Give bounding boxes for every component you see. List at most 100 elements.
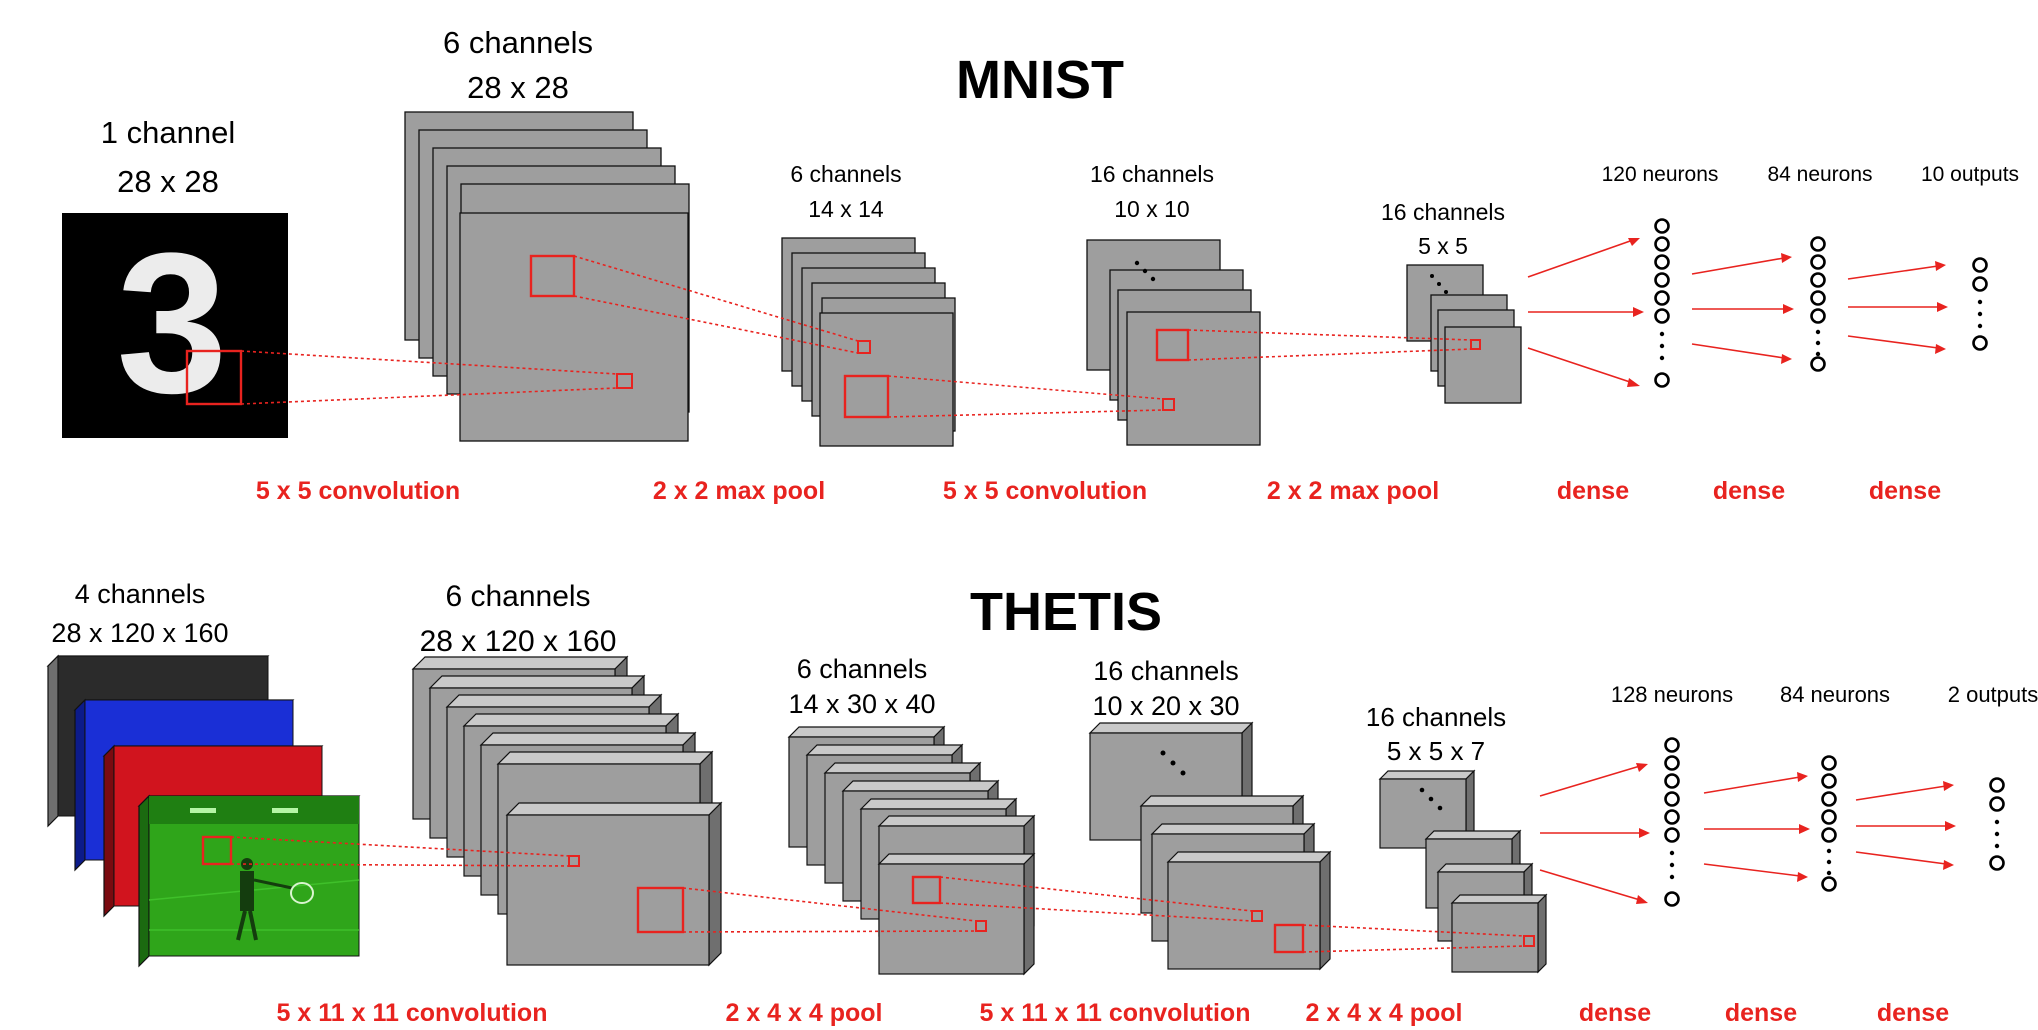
thetis-dense2-label: 84 neurons [1780,682,1890,707]
mnist-pool1-target-cell [857,340,871,354]
thetis-dense1-neurons [1664,737,1680,907]
mnist-conv1-target-cell [616,373,633,389]
mnist-conv1-receptive-field [529,254,576,298]
thetis-op-conv1: 5 x 11 x 11 convolution [277,999,548,1027]
thetis-conv1-target-cell [568,855,580,867]
thetis-conv1-stack [411,655,723,967]
thetis-pool1-map-2 [805,744,964,756]
mnist-pool2-stack [1406,264,1522,404]
thetis-conv1-receptive-field [636,886,685,934]
thetis-input-receptive-field [201,835,233,866]
thetis-conv2-label-2: 10 x 20 x 30 [1092,691,1239,721]
thetis-pool2-map-4 [1537,893,1547,974]
thetis-conv1-map-7 [708,801,722,967]
mnist-title: MNIST [956,50,1124,110]
thetis-pool1-receptive-field [911,875,942,905]
thetis-input-channels [46,654,361,968]
mnist-op-dense3: dense [1869,477,1941,505]
thetis-input-label-1: 4 channels [75,579,206,609]
thetis-pool2-label-1: 16 channels [1366,702,1506,732]
thetis-input-label-2: 28 x 120 x 160 [51,618,228,648]
mnist-conv1-stack [404,111,690,442]
thetis-pool1-map-1 [787,726,946,738]
thetis-conv1-map-2 [428,675,646,689]
thetis-pool1-label-2: 14 x 30 x 40 [788,689,935,719]
mnist-dense2-label: 84 neurons [1767,163,1872,186]
thetis-conv2-map-1 [1088,722,1254,734]
thetis-conv2-target-cell [1251,910,1263,922]
mnist-input-label-2: 28 x 28 [117,164,219,199]
thetis-pool1-map-4 [841,780,1000,792]
thetis-op-pool2: 2 x 4 x 4 pool [1305,999,1462,1027]
mnist-conv2-stack [1086,239,1261,446]
mnist-dense2-neurons [1810,236,1826,372]
thetis-conv1-map-7 [505,802,723,816]
thetis-pool1-map-7 [877,853,1036,865]
mnist-outputs-label: 10 outputs [1921,163,2019,186]
mnist-op-dense2: dense [1713,477,1785,505]
mnist-op-conv1: 5 x 5 convolution [256,477,460,505]
thetis-title: THETIS [970,582,1162,642]
mnist-pool1-label-2: 14 x 14 [808,196,884,222]
thetis-pool2-map-3 [1436,863,1534,873]
thetis-conv1-map-4 [462,713,680,727]
mnist-conv2-receptive-field [1155,328,1190,362]
thetis-dense2-neurons [1821,755,1837,892]
mnist-conv2-label-1: 16 channels [1090,161,1214,187]
thetis-pool2-target-cell [1523,935,1535,947]
thetis-conv2-label-1: 16 channels [1093,656,1239,686]
thetis-outputs-label: 2 outputs [1948,682,2038,707]
thetis-pool1-map-3 [823,762,982,774]
mnist-dense-arrows [1527,238,1948,387]
thetis-conv2-map-3 [1150,823,1316,835]
thetis-pool2-stack [1378,769,1548,974]
thetis-conv2-stack [1088,721,1332,971]
thetis-pool1-target-cell [975,920,987,932]
thetis-dense-arrows [1539,763,1956,904]
thetis-pool1-map-5 [859,798,1018,810]
thetis-op-pool1: 2 x 4 x 4 pool [725,999,882,1027]
mnist-op-pool2: 2 x 2 max pool [1267,477,1439,505]
mnist-dense1-label: 120 neurons [1602,163,1719,186]
mnist-conv1-label-1: 6 channels [443,25,593,60]
thetis-pool1-stack [787,725,1036,976]
thetis-dense1-label: 128 neurons [1611,682,1733,707]
thetis-conv1-map-3 [445,694,663,708]
mnist-conv2-label-2: 10 x 10 [1114,196,1189,222]
thetis-pool2-map-4 [1450,894,1548,904]
thetis-conv1-map-7 [506,814,710,966]
thetis-pool1-map-7 [1023,852,1035,976]
thetis-pool2-label-2: 5 x 5 x 7 [1387,736,1485,766]
mnist-pool2-target-cell [1470,339,1481,350]
thetis-conv1-map-1 [411,656,629,670]
mnist-input-image: 3 [62,212,288,438]
mnist-conv2-target-cell [1162,398,1175,411]
thetis-pool2-map-2 [1424,830,1522,840]
thetis-op-dense3: dense [1877,999,1949,1027]
mnist-op-conv2: 5 x 5 convolution [943,477,1147,505]
thetis-pool2-map-1 [1378,770,1476,780]
thetis-conv2-receptive-field [1273,923,1305,954]
mnist-op-dense1: dense [1557,477,1629,505]
thetis-conv1-map-5 [479,732,697,746]
thetis-conv1-label-2: 28 x 120 x 160 [420,625,617,658]
mnist-input-label-1: 1 channel [101,115,235,150]
thetis-conv2-map-4 [1166,851,1332,863]
mnist-input-receptive-field [185,349,243,406]
thetis-op-dense1: dense [1579,999,1651,1027]
thetis-conv1-label-1: 6 channels [445,580,590,613]
mnist-pool1-receptive-field [843,374,890,419]
thetis-pool1-map-6 [877,815,1036,827]
mnist-conv1-label-2: 28 x 28 [467,70,569,105]
thetis-conv1-map-6 [496,751,714,765]
thetis-pool2-map-4 [1451,902,1539,973]
thetis-conv2-map-2 [1139,795,1305,807]
mnist-pool1-label-1: 6 channels [790,161,901,187]
thetis-op-dense2: dense [1725,999,1797,1027]
thetis-op-conv2: 5 x 11 x 11 convolution [980,999,1251,1027]
thetis-output-neurons [1989,777,2005,871]
mnist-dense1-neurons [1654,218,1670,388]
mnist-op-pool1: 2 x 2 max pool [653,477,825,505]
mnist-pool2-label-1: 16 channels [1381,199,1505,225]
